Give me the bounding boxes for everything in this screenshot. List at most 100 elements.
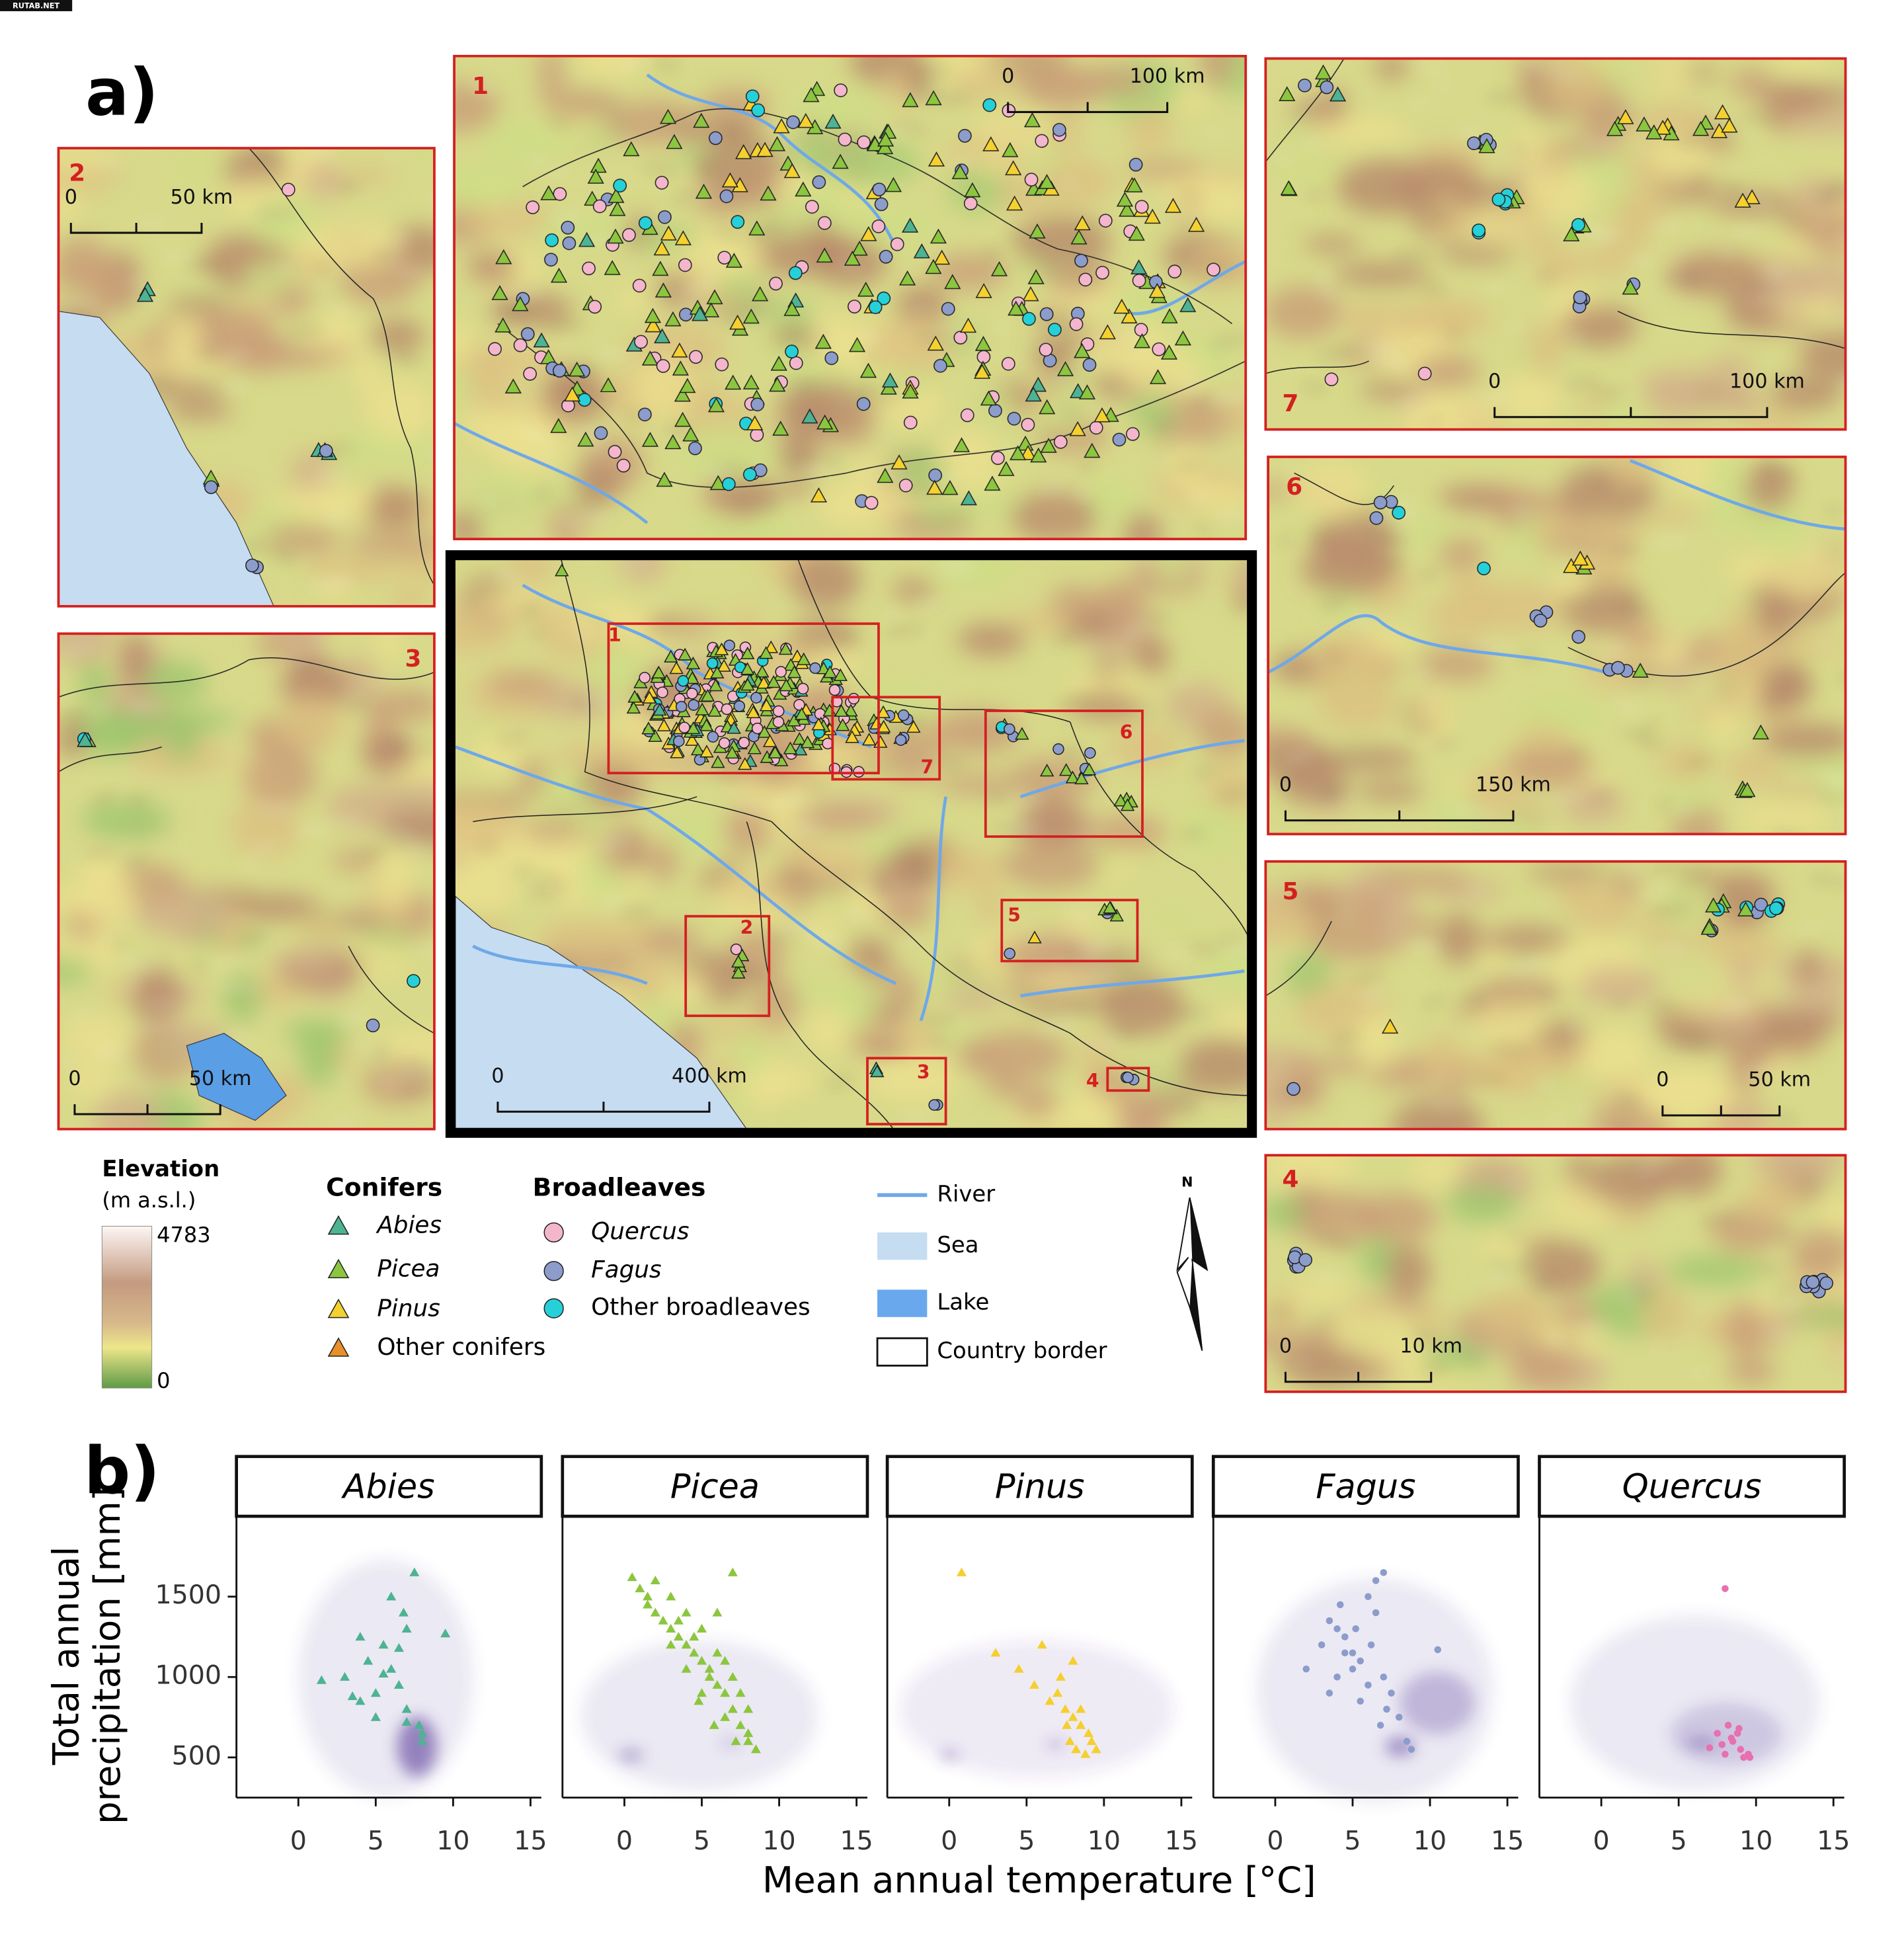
ridge bbox=[590, 622, 606, 629]
terrain-patch bbox=[791, 809, 882, 830]
ridge bbox=[1054, 374, 1068, 384]
terrain-patch bbox=[58, 633, 114, 665]
map-marker bbox=[622, 228, 636, 242]
map-marker bbox=[632, 278, 647, 293]
map-marker bbox=[844, 704, 858, 717]
map-frame bbox=[453, 54, 1248, 541]
map-marker bbox=[1606, 121, 1624, 136]
map-marker bbox=[745, 89, 760, 104]
data-point bbox=[720, 1656, 731, 1665]
map-marker bbox=[699, 745, 714, 758]
density bbox=[1257, 1578, 1493, 1803]
facet-strip bbox=[1538, 1455, 1846, 1518]
terrain-patch bbox=[1068, 696, 1148, 719]
ridge bbox=[1820, 793, 1843, 798]
ridge bbox=[1009, 233, 1025, 243]
country-border bbox=[497, 323, 1246, 488]
ridge bbox=[1663, 276, 1698, 284]
hillshade bbox=[1280, 466, 1846, 834]
map-marker bbox=[1417, 366, 1432, 381]
map-marker bbox=[1099, 324, 1116, 340]
map-marker bbox=[874, 197, 889, 212]
map-marker bbox=[711, 755, 725, 768]
data-point bbox=[1718, 1741, 1726, 1748]
terrain-patch bbox=[1321, 1053, 1368, 1074]
map-marker bbox=[848, 692, 860, 705]
ridge bbox=[345, 700, 371, 709]
map-marker bbox=[1161, 308, 1178, 323]
map-marker bbox=[587, 169, 604, 184]
map-marker bbox=[982, 136, 1000, 151]
map-marker bbox=[533, 332, 550, 348]
map-marker bbox=[1320, 80, 1334, 95]
map-marker bbox=[797, 112, 814, 128]
ridge bbox=[161, 255, 187, 260]
map-marker bbox=[77, 731, 94, 747]
map-marker bbox=[1069, 421, 1086, 436]
data-point bbox=[694, 1696, 704, 1705]
ridge bbox=[1196, 525, 1211, 534]
ridge bbox=[468, 81, 496, 93]
terrain-patch bbox=[450, 867, 522, 912]
terrain-patch bbox=[540, 89, 621, 120]
ridge bbox=[1012, 821, 1042, 831]
terrain-patch bbox=[364, 381, 434, 441]
terrain-patch bbox=[278, 694, 345, 751]
terrain-patch bbox=[1404, 332, 1442, 362]
watermark-bg bbox=[0, 0, 73, 11]
facet-title: Fagus bbox=[1316, 1467, 1415, 1506]
scale-label: 0 bbox=[65, 186, 77, 209]
density-blob bbox=[899, 1640, 1174, 1778]
map-marker bbox=[1039, 399, 1056, 415]
map-marker bbox=[770, 355, 787, 371]
data-point bbox=[363, 1656, 374, 1665]
map-marker bbox=[1533, 614, 1548, 627]
map-marker bbox=[809, 662, 821, 674]
ridge bbox=[1680, 872, 1709, 879]
map-frame bbox=[57, 147, 436, 608]
terrain-patch bbox=[1751, 1155, 1845, 1180]
map-marker bbox=[707, 731, 719, 743]
x-tick-label: 10 bbox=[1413, 1826, 1447, 1856]
ridge bbox=[1541, 271, 1555, 280]
density-blob bbox=[618, 1750, 644, 1761]
terrain-patch bbox=[935, 773, 1020, 795]
terrain-patch bbox=[360, 739, 418, 768]
x-tick-label: 10 bbox=[1088, 1826, 1121, 1856]
ridge bbox=[385, 155, 397, 163]
terrain-patch bbox=[1232, 558, 1252, 612]
ridge bbox=[592, 513, 611, 520]
terrain-patch bbox=[538, 56, 564, 98]
map-marker bbox=[1027, 930, 1042, 944]
terrain-patch bbox=[1552, 573, 1592, 602]
map-marker bbox=[960, 408, 974, 423]
map-marker bbox=[1053, 434, 1068, 449]
map-marker bbox=[1152, 342, 1166, 356]
terrain-patch bbox=[262, 524, 340, 555]
map-marker bbox=[706, 289, 723, 305]
map-marker bbox=[645, 317, 662, 333]
legend-label: Country border bbox=[937, 1338, 1107, 1363]
map-marker bbox=[1168, 264, 1182, 278]
map-marker bbox=[751, 103, 766, 118]
ridge bbox=[1072, 491, 1092, 497]
map-frame bbox=[57, 632, 436, 1131]
map-marker bbox=[641, 721, 656, 735]
map-marker bbox=[1491, 192, 1506, 207]
ridge bbox=[1640, 741, 1663, 747]
map-marker bbox=[1369, 511, 1384, 525]
ridge bbox=[1280, 537, 1292, 545]
map-marker bbox=[787, 665, 802, 678]
terrain-patch bbox=[1799, 331, 1846, 382]
map-marker bbox=[707, 397, 725, 413]
map-marker bbox=[550, 267, 568, 283]
map-marker bbox=[1563, 226, 1580, 241]
ridge bbox=[1219, 791, 1248, 799]
data-point bbox=[1333, 1673, 1341, 1681]
map-marker bbox=[775, 666, 787, 678]
map-marker bbox=[721, 477, 736, 491]
terrain-patch bbox=[1061, 673, 1156, 695]
terrain-patch bbox=[1265, 1197, 1305, 1229]
river bbox=[1019, 739, 1245, 799]
data-point bbox=[1724, 1721, 1732, 1729]
